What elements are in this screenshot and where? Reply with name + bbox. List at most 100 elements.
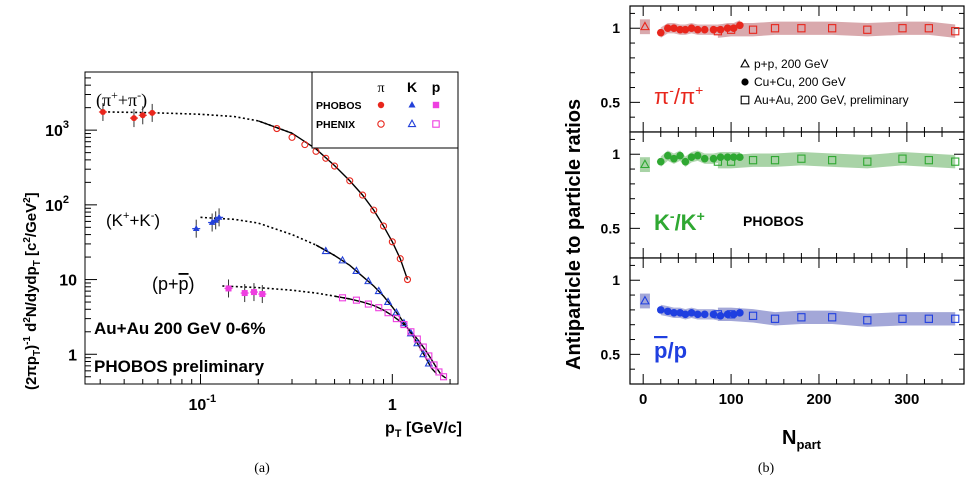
legend-pp: p+p, 200 GeV xyxy=(754,57,828,71)
legend-marker-cucu xyxy=(741,78,749,86)
auau-point xyxy=(951,157,960,166)
y-tick-label: 1 xyxy=(612,146,620,162)
auau-point xyxy=(797,154,806,163)
data-point xyxy=(396,255,404,263)
auau-point xyxy=(828,313,837,322)
panel-label-proton: p/p xyxy=(654,338,687,363)
data-point xyxy=(435,368,443,376)
ratio-panel: 0.51 xyxy=(601,257,965,385)
cucu-point xyxy=(729,310,738,319)
data-point xyxy=(215,213,223,220)
cucu-point xyxy=(656,306,665,314)
data-point xyxy=(383,297,393,305)
ratio-panel: 0.51 xyxy=(601,5,965,133)
auau-point xyxy=(726,157,736,166)
cucu-point xyxy=(663,24,672,33)
cucu-point xyxy=(693,151,702,160)
data-point xyxy=(400,320,408,329)
data-point xyxy=(99,108,106,115)
data-point xyxy=(273,125,281,133)
caption-b: (b) xyxy=(758,461,775,476)
curve-label-kaon: (K++K-) xyxy=(106,210,160,230)
data-point xyxy=(384,309,392,317)
ratio-legend: p+p, 200 GeV Cu+Cu, 200 GeV Au+Au, 200 G… xyxy=(740,57,909,107)
auau-point xyxy=(898,314,907,323)
legend-marker-auau xyxy=(740,95,750,105)
auau-point xyxy=(863,25,872,34)
y-tick-label: 0.5 xyxy=(601,220,621,236)
panel-label-pion: π-/π+ xyxy=(654,82,703,109)
data-point xyxy=(388,238,396,246)
auau-point xyxy=(713,157,723,166)
auau-point xyxy=(951,314,960,323)
cucu-point xyxy=(736,21,744,30)
spectra-legend: π K p PHOBOS PHENIX xyxy=(311,71,459,149)
data-point xyxy=(392,315,400,323)
cucu-point xyxy=(700,310,709,319)
legend-marker xyxy=(408,101,416,108)
legend-cucu: Cu+Cu, 200 GeV xyxy=(754,75,846,89)
phobos-label: PHOBOS xyxy=(743,213,804,229)
ratio-ylabel: Antiparticle to particle ratios xyxy=(563,99,585,370)
data-point xyxy=(379,222,388,230)
auau-point xyxy=(770,24,780,33)
data-point xyxy=(130,115,137,122)
systematic-band xyxy=(717,152,956,169)
legend-col-pion: π xyxy=(377,81,384,96)
auau-point xyxy=(748,25,758,34)
data-point xyxy=(430,361,438,369)
cucu-point xyxy=(700,154,709,163)
data-point xyxy=(301,141,309,149)
y-tick-label: 1 xyxy=(612,272,620,288)
cucu-point xyxy=(700,25,709,34)
data-point xyxy=(208,218,216,225)
data-point xyxy=(352,296,360,304)
auau-point xyxy=(713,310,723,319)
cucu-point xyxy=(670,24,678,33)
y-tick-label-exp: 3 xyxy=(63,119,69,131)
panel-label-kaon: K-/K+ xyxy=(654,208,705,235)
systematic-band xyxy=(717,21,956,38)
ratio-panels: 0.510.510.510 100 200 300 xyxy=(601,5,965,408)
legend-marker xyxy=(432,120,440,128)
auau-point xyxy=(863,157,872,166)
data-point xyxy=(322,154,330,162)
cucu-point xyxy=(736,153,744,161)
legend-marker xyxy=(377,101,385,109)
y-tick-label: 0.5 xyxy=(601,94,621,110)
y-tick-label: 1 xyxy=(612,20,620,36)
data-point xyxy=(375,304,383,312)
data-point xyxy=(346,177,354,185)
legend-auau: Au+Au, 200 GeV, preliminary xyxy=(754,93,909,107)
data-point xyxy=(440,373,448,381)
data-point xyxy=(331,162,339,170)
auau-point xyxy=(924,24,933,33)
auau-point xyxy=(828,156,837,165)
auau-point xyxy=(898,24,907,33)
auau-point xyxy=(770,314,780,323)
cucu-point xyxy=(663,151,672,160)
cucu-point xyxy=(681,157,690,166)
cucu-point xyxy=(656,28,665,37)
data-point xyxy=(338,294,347,302)
data-point xyxy=(413,335,421,343)
auau-point xyxy=(863,316,872,325)
pp-point xyxy=(640,159,650,169)
data-point xyxy=(241,290,248,297)
ratio-xlabel: Npart xyxy=(782,427,822,452)
pp-band xyxy=(639,293,650,309)
pp-band xyxy=(639,157,650,173)
data-point xyxy=(413,338,422,347)
x-tick-label: 300 xyxy=(894,391,919,408)
data-point xyxy=(406,328,416,337)
x-tick-label: 0 xyxy=(639,391,647,408)
data-point xyxy=(370,206,378,214)
x-tick-label: 100 xyxy=(719,391,744,408)
data-point xyxy=(149,109,156,116)
pp-band xyxy=(639,19,650,35)
y-tick-label: 0.5 xyxy=(601,346,621,362)
experiment-annotation: PHOBOS preliminary xyxy=(94,357,265,376)
curve-label-pion: (π++π-) xyxy=(96,88,147,111)
data-points xyxy=(98,102,448,381)
